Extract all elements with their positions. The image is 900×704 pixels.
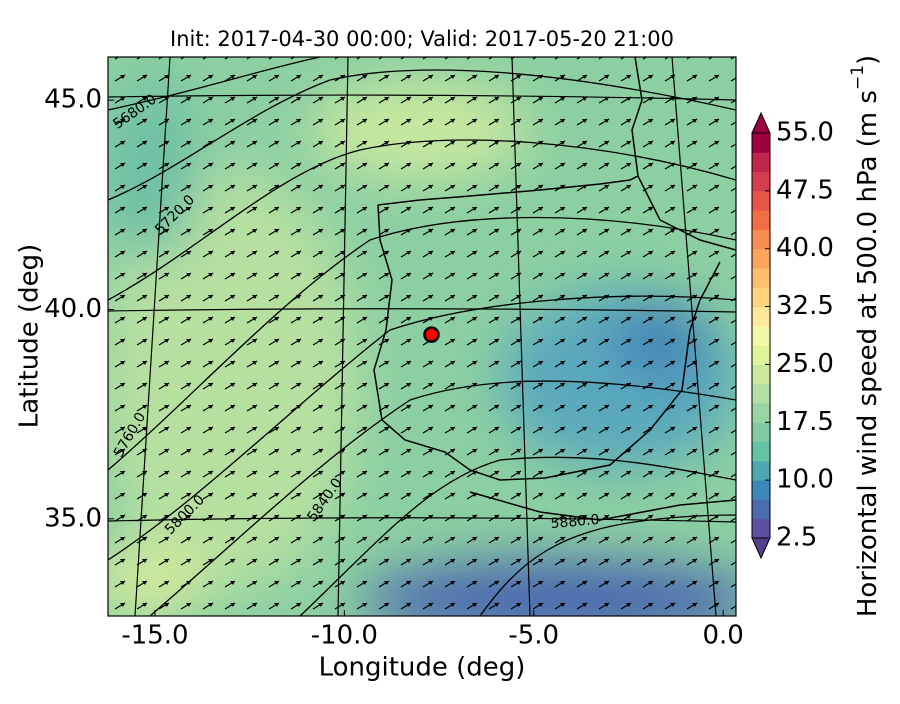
colorbar-band xyxy=(752,248,770,269)
x-tick-label: -15.0 xyxy=(121,621,188,651)
colorbar-band xyxy=(752,152,770,173)
colorbar-tick-label: 17.5 xyxy=(776,407,834,437)
colorbar-band xyxy=(752,190,770,211)
colorbar-band xyxy=(752,364,770,385)
colorbar-band xyxy=(752,499,770,520)
colorbar-band xyxy=(752,171,770,192)
colorbar-tick-label: 2.5 xyxy=(776,523,817,553)
colorbar-band xyxy=(752,518,770,539)
colorbar-band xyxy=(752,383,770,404)
location-marker xyxy=(423,326,440,343)
coastline xyxy=(373,57,736,521)
colorbar-label-exponent: −1 xyxy=(848,65,868,90)
colorbar-band xyxy=(752,460,770,481)
contour-label: 5880.0 xyxy=(550,512,600,532)
y-axis-label: Latitude (deg) xyxy=(15,244,45,429)
colorbar-band xyxy=(752,441,770,462)
colorbar-band xyxy=(752,210,770,230)
colorbar-tick-label: 32.5 xyxy=(776,291,834,321)
colorbar-band xyxy=(752,422,770,443)
colorbar-band xyxy=(752,229,770,250)
colorbar-band xyxy=(752,268,770,288)
x-tick-label: 0.0 xyxy=(702,621,743,651)
colorbar-under xyxy=(751,537,771,560)
x-tick-label: -5.0 xyxy=(508,621,559,651)
x-tick-label: -10.0 xyxy=(311,621,378,651)
graticule xyxy=(108,57,736,616)
colorbar-tick-label: 55.0 xyxy=(776,118,834,148)
y-tick-label: 35.0 xyxy=(44,503,102,533)
colorbar-tick-label: 25.0 xyxy=(776,349,834,379)
plot-frame xyxy=(107,56,737,617)
colorbar-band xyxy=(752,480,770,500)
colorbar-tick-label: 40.0 xyxy=(776,233,834,263)
colorbar-label-close: ) xyxy=(853,55,883,65)
colorbar-band xyxy=(752,325,770,346)
colorbar-label-text: Horizontal wind speed at 500.0 hPa (m s xyxy=(853,90,883,617)
x-axis-label: Longitude (deg) xyxy=(319,653,526,683)
chart-title: Init: 2017-04-30 00:00; Valid: 2017-05-2… xyxy=(170,27,674,51)
colorbar-band xyxy=(752,133,770,153)
colorbar-frame xyxy=(751,132,771,539)
colorbar-over xyxy=(751,111,771,134)
colorbar-tick-label: 10.0 xyxy=(776,465,834,495)
y-tick-label: 45.0 xyxy=(44,85,102,115)
colorbar-band xyxy=(752,306,770,327)
colorbar-label: Horizontal wind speed at 500.0 hPa (m s−… xyxy=(848,55,883,617)
colorbar-band xyxy=(752,403,770,423)
colorbar-tick-label: 47.5 xyxy=(776,175,834,205)
height-contours xyxy=(108,57,736,616)
y-tick-label: 40.0 xyxy=(44,294,102,324)
colorbar-band xyxy=(752,345,770,365)
colorbar-band xyxy=(752,287,770,308)
